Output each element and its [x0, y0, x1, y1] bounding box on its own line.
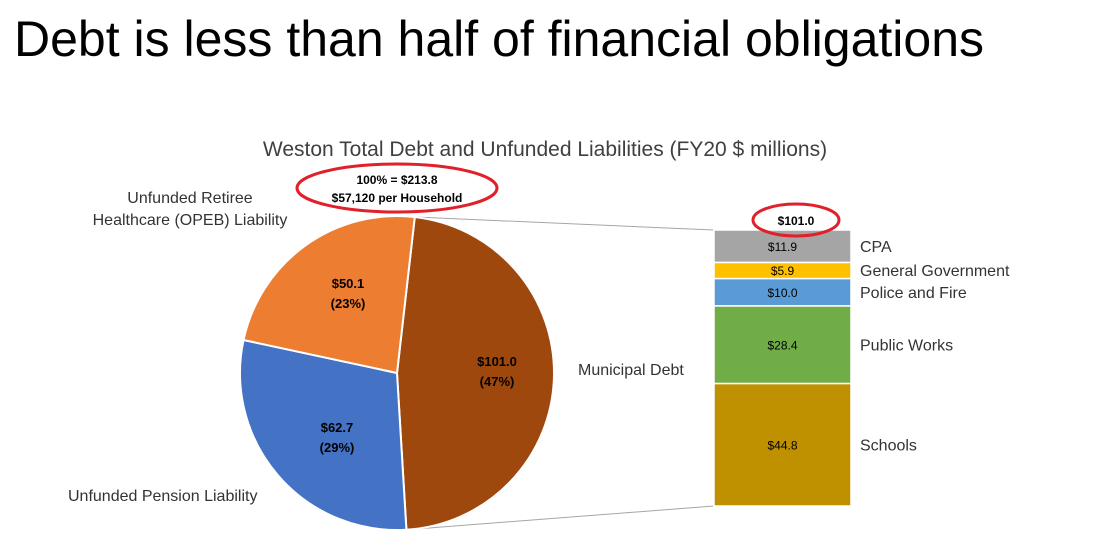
slice-value-label: $62.7 — [321, 420, 354, 435]
bar-total-highlight-ellipse — [751, 202, 841, 238]
bar-segment-public-works — [713, 305, 852, 385]
slice-category-label: Unfunded Retiree — [127, 190, 253, 207]
slice-value-label: $50.1 — [332, 276, 365, 291]
slide-title: Debt is less than half of financial obli… — [14, 11, 985, 67]
chart-title: Weston Total Debt and Unfunded Liabiliti… — [263, 138, 827, 161]
bar-segment-category-label: CPA — [860, 239, 892, 256]
slice-percent-label: (23%) — [331, 296, 366, 311]
total-callout-line: 100% = $213.8 — [356, 173, 437, 187]
connector-line-top — [414, 216, 715, 231]
total-callout-line: $57,120 per Household — [332, 191, 463, 205]
bar-segment-value-label: $11.9 — [768, 240, 797, 254]
bar-total-label: $101.0 — [778, 214, 815, 228]
total-highlight-ellipse — [295, 162, 499, 214]
slice-value-label: $101.0 — [477, 354, 517, 369]
connector-line-bottom — [406, 505, 715, 531]
bar-segment-value-label: $10.0 — [767, 286, 797, 300]
stacked-bar-chart: $11.9 CPA $5.9 General Government $10.0 Polic… — [713, 229, 1010, 507]
bar-segment-category-label: Police and Fire — [860, 285, 967, 302]
slice-percent-label: (29%) — [320, 440, 355, 455]
slice-category-label: Healthcare (OPEB) Liability — [93, 212, 288, 229]
bar-segment-value-label: $28.4 — [767, 338, 797, 352]
pie-chart: $101.0 (47%) Municipal Debt $62.7 (29%) Unfun… — [68, 190, 684, 531]
bar-segment-category-label: Public Works — [860, 337, 953, 354]
annotations: 100% = $213.8 $57,120 per Household $101.0 — [295, 162, 841, 238]
pie-bar-connectors — [406, 216, 715, 531]
pie-slice-unfunded-pension-liability — [239, 338, 408, 531]
bar-segment-category-label: General Government — [860, 263, 1010, 280]
pie-slice-unfunded-retiree-healthcare-opeb-liability — [242, 215, 416, 375]
bar-segment-schools — [713, 382, 852, 507]
slice-category-label: Municipal Debt — [578, 362, 684, 379]
bar-segment-value-label: $44.8 — [767, 438, 797, 452]
slice-percent-label: (47%) — [480, 374, 515, 389]
pie-slice-municipal-debt — [395, 215, 556, 531]
slice-category-label: Unfunded Pension Liability — [68, 488, 257, 505]
bar-segment-category-label: Schools — [860, 437, 917, 454]
bar-segment-value-label: $5.9 — [771, 264, 795, 278]
